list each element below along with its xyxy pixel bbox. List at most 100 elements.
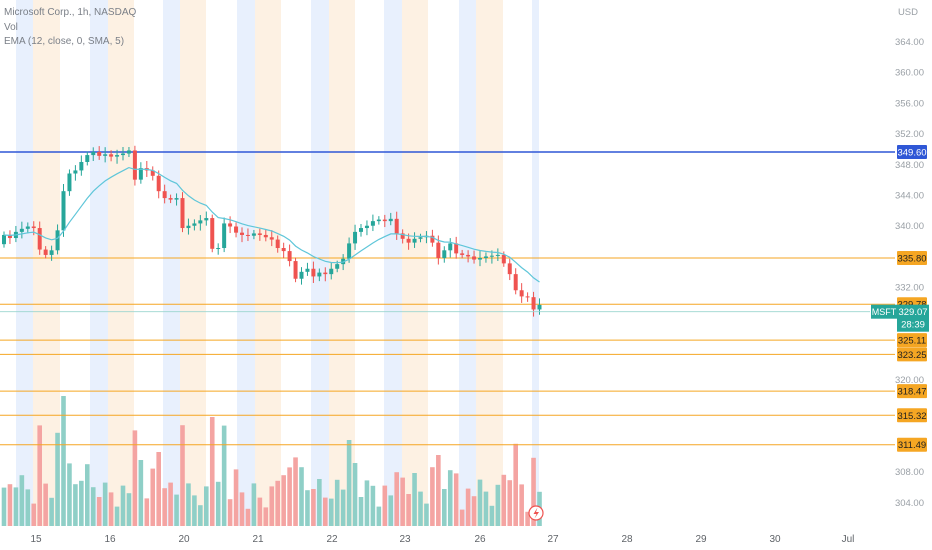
candle-body[interactable] — [138, 168, 143, 180]
candle-body[interactable] — [305, 268, 310, 272]
candle-body[interactable] — [210, 218, 215, 249]
candle-body[interactable] — [537, 304, 542, 310]
candle-body[interactable] — [478, 258, 482, 260]
volume-bar — [85, 464, 90, 526]
lightning-icon[interactable] — [528, 505, 544, 521]
candle-body[interactable] — [406, 238, 411, 243]
candle-body[interactable] — [67, 173, 72, 192]
candle-body[interactable] — [418, 237, 423, 239]
candle-body[interactable] — [228, 223, 233, 227]
candle-body[interactable] — [472, 256, 477, 260]
candle-body[interactable] — [263, 234, 268, 238]
candle-body[interactable] — [436, 242, 441, 258]
candle-body[interactable] — [222, 223, 227, 249]
candle-body[interactable] — [240, 232, 244, 235]
price-axis[interactable]: USD 364.00 360.00 356.00 352.00 348.00 344.00 3… — [895, 7, 924, 509]
candle-body[interactable] — [531, 297, 536, 310]
candle-body[interactable] — [192, 223, 197, 226]
candle-body[interactable] — [126, 150, 131, 154]
candle-body[interactable] — [37, 228, 42, 250]
candle-body[interactable] — [234, 226, 239, 233]
candle-body[interactable] — [162, 191, 167, 199]
candle-body[interactable] — [364, 225, 369, 229]
candle-body[interactable] — [513, 274, 518, 291]
volume-bar — [358, 497, 364, 526]
candle-body[interactable] — [180, 198, 185, 229]
candle-body[interactable] — [400, 233, 405, 239]
candle-body[interactable] — [204, 218, 209, 221]
candle-body[interactable] — [49, 250, 54, 255]
candlesticks[interactable] — [2, 145, 542, 317]
candle-body[interactable] — [483, 256, 488, 258]
volume-bar — [13, 487, 19, 526]
candle-body[interactable] — [156, 175, 161, 192]
candle-body[interactable] — [412, 238, 417, 243]
candle-body[interactable] — [507, 263, 512, 275]
candle-body[interactable] — [2, 234, 6, 245]
candle-body[interactable] — [186, 225, 191, 229]
candle-body[interactable] — [329, 268, 334, 275]
candle-body[interactable] — [121, 153, 125, 156]
candle-body[interactable] — [454, 243, 459, 254]
candle-body[interactable] — [519, 290, 524, 297]
candle-body[interactable] — [25, 226, 30, 229]
candle-body[interactable] — [103, 154, 108, 156]
candle-body[interactable] — [394, 218, 399, 234]
candle-body[interactable] — [311, 268, 316, 277]
candle-body[interactable] — [317, 272, 322, 277]
candle-body[interactable] — [275, 239, 280, 249]
candle-body[interactable] — [251, 233, 256, 236]
candle-body[interactable] — [359, 228, 363, 232]
candle-body[interactable] — [370, 221, 375, 226]
candle-body[interactable] — [115, 155, 120, 157]
candle-body[interactable] — [281, 248, 286, 252]
candle-body[interactable] — [198, 220, 203, 224]
candle-body[interactable] — [91, 152, 96, 156]
candle-body[interactable] — [85, 155, 90, 162]
candle-body[interactable] — [109, 154, 114, 157]
candle-body[interactable] — [287, 251, 292, 262]
candle-body[interactable] — [19, 228, 24, 232]
candle-body[interactable] — [55, 230, 60, 251]
candle-body[interactable] — [73, 170, 78, 174]
candle-body[interactable] — [299, 271, 304, 279]
candle-body[interactable] — [150, 170, 155, 176]
candle-body[interactable] — [79, 161, 84, 171]
candle-body[interactable] — [376, 219, 381, 222]
candle-body[interactable] — [174, 198, 179, 200]
candle-body[interactable] — [501, 254, 506, 264]
candle-body[interactable] — [335, 264, 340, 269]
candle-body[interactable] — [132, 150, 137, 180]
time-axis[interactable]: 15 16 20 21 22 23 26 27 28 29 30 Jul — [30, 534, 854, 545]
candle-body[interactable] — [293, 261, 298, 279]
candle-body[interactable] — [460, 253, 465, 255]
candle-body[interactable] — [448, 243, 453, 251]
candle-body[interactable] — [489, 255, 494, 257]
candle-body[interactable] — [525, 296, 530, 298]
candle-body[interactable] — [97, 152, 102, 156]
candle-body[interactable] — [269, 237, 274, 240]
candle-body[interactable] — [7, 234, 12, 239]
candle-body[interactable] — [353, 231, 358, 244]
candle-body[interactable] — [323, 272, 328, 275]
horizontal-levels[interactable] — [0, 151, 895, 446]
level-label-text: 325.11 — [898, 336, 926, 347]
candle-body[interactable] — [347, 243, 352, 259]
candle-body[interactable] — [245, 234, 250, 236]
candle-body[interactable] — [257, 233, 262, 235]
candle-body[interactable] — [495, 254, 500, 256]
candle-body[interactable] — [466, 254, 471, 257]
candle-body[interactable] — [31, 226, 36, 229]
candle-body[interactable] — [43, 249, 48, 255]
volume-bar — [376, 506, 382, 526]
candle-body[interactable] — [61, 191, 66, 231]
date-tick: 21 — [252, 534, 264, 545]
candle-body[interactable] — [168, 198, 173, 200]
candle-body[interactable] — [216, 248, 221, 250]
candle-body[interactable] — [430, 235, 435, 243]
candle-body[interactable] — [382, 219, 387, 222]
candle-body[interactable] — [442, 250, 447, 258]
candle-body[interactable] — [388, 218, 393, 222]
